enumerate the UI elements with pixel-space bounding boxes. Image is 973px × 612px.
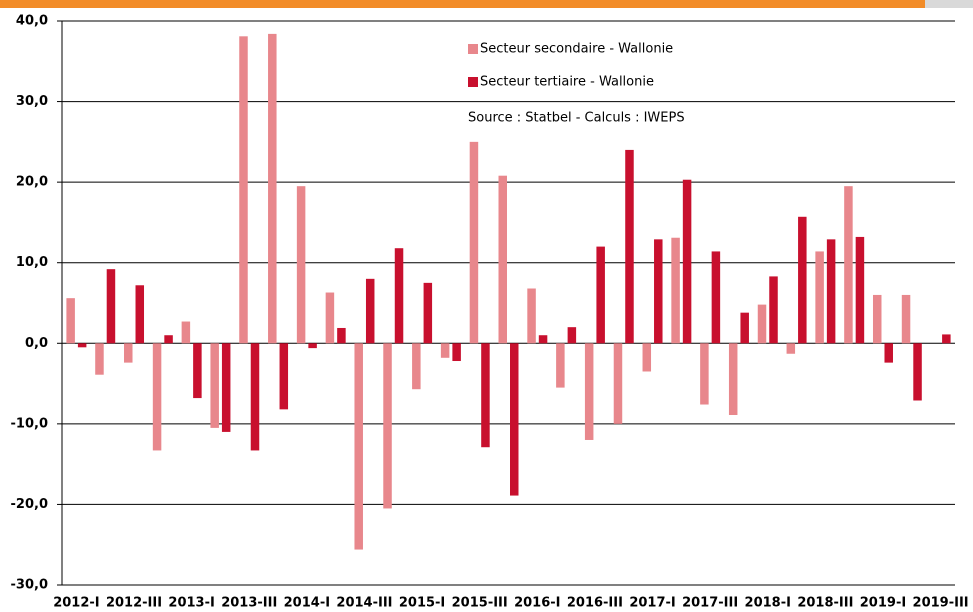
x-tick-label: 2016-I bbox=[514, 596, 560, 611]
x-tick-label: 2014-I bbox=[284, 596, 330, 611]
bar bbox=[164, 335, 173, 344]
x-tick-label: 2012-I bbox=[53, 596, 99, 611]
bar bbox=[221, 343, 231, 432]
x-tick-label: 2013-I bbox=[168, 596, 214, 611]
y-tick-label: 40,0 bbox=[16, 14, 48, 29]
annotation: Source : Statbel - Calculs : IWEPS bbox=[468, 111, 685, 126]
legend-swatch bbox=[468, 77, 478, 87]
bar bbox=[798, 216, 807, 344]
bar bbox=[844, 186, 853, 344]
bar bbox=[193, 343, 202, 399]
bar bbox=[556, 343, 565, 388]
bar bbox=[671, 237, 680, 344]
y-tick-label: -20,0 bbox=[11, 497, 48, 512]
bar bbox=[452, 343, 461, 362]
x-tick-label: 2017-III bbox=[682, 596, 738, 611]
bar bbox=[584, 343, 594, 440]
bar bbox=[682, 179, 692, 344]
bar bbox=[901, 294, 911, 344]
x-tick-label: 2019-III bbox=[913, 596, 969, 611]
bar bbox=[325, 292, 335, 344]
y-tick-label: -30,0 bbox=[11, 578, 48, 593]
bar bbox=[786, 343, 796, 354]
y-tick-label: 20,0 bbox=[16, 175, 48, 190]
bar bbox=[498, 175, 507, 344]
bar bbox=[942, 334, 951, 344]
bar bbox=[337, 327, 346, 344]
bar bbox=[423, 282, 433, 344]
legend-label: Secteur secondaire - Wallonie bbox=[480, 42, 673, 57]
bar bbox=[740, 312, 749, 344]
bar bbox=[884, 343, 893, 363]
header-band-end bbox=[925, 0, 973, 8]
x-tick-label: 2015-I bbox=[399, 596, 445, 611]
bar bbox=[210, 343, 219, 428]
bar bbox=[510, 343, 519, 496]
bar bbox=[613, 343, 623, 424]
bar bbox=[124, 343, 133, 363]
x-tick-label: 2018-I bbox=[745, 596, 791, 611]
bar bbox=[769, 276, 778, 344]
bar bbox=[250, 343, 260, 451]
bar bbox=[106, 269, 116, 344]
bar bbox=[296, 186, 306, 344]
bar bbox=[711, 251, 721, 344]
bar bbox=[383, 343, 392, 509]
bar bbox=[567, 327, 577, 344]
bar bbox=[135, 285, 145, 344]
bar bbox=[394, 248, 404, 344]
bar bbox=[354, 343, 363, 550]
x-tick-label: 2018-III bbox=[797, 596, 853, 611]
bar bbox=[268, 33, 277, 344]
x-tick-label: 2012-III bbox=[106, 596, 162, 611]
x-tick-label: 2014-III bbox=[336, 596, 392, 611]
bar bbox=[538, 335, 548, 344]
legend-swatch bbox=[468, 44, 478, 54]
y-tick-label: 0,0 bbox=[25, 336, 48, 351]
bar bbox=[826, 239, 836, 344]
x-tick-label: 2015-III bbox=[452, 596, 508, 611]
bar bbox=[700, 343, 709, 405]
bar bbox=[469, 141, 479, 344]
bar bbox=[654, 239, 663, 344]
y-tick-label: -10,0 bbox=[11, 416, 48, 431]
bar bbox=[412, 343, 421, 390]
bar bbox=[596, 246, 605, 344]
bar bbox=[95, 343, 104, 375]
bar bbox=[815, 251, 824, 344]
bar bbox=[66, 298, 75, 344]
bar bbox=[757, 304, 767, 344]
bar bbox=[279, 343, 289, 410]
bar bbox=[152, 343, 162, 451]
bar bbox=[481, 343, 490, 448]
bar bbox=[308, 343, 317, 349]
bar bbox=[527, 288, 536, 344]
bar bbox=[625, 149, 634, 344]
x-tick-label: 2019-I bbox=[860, 596, 906, 611]
bar bbox=[728, 343, 738, 415]
bar bbox=[365, 278, 375, 344]
x-tick-label: 2013-III bbox=[221, 596, 277, 611]
bar bbox=[239, 36, 248, 344]
bar bbox=[872, 294, 882, 344]
bar bbox=[440, 343, 450, 358]
bar bbox=[77, 343, 87, 348]
legend-label: Secteur tertiaire - Wallonie bbox=[480, 75, 654, 90]
x-tick-label: 2017-I bbox=[629, 596, 675, 611]
y-tick-label: 10,0 bbox=[16, 255, 48, 270]
x-tick-label: 2016-III bbox=[567, 596, 623, 611]
header-band bbox=[0, 0, 925, 8]
bar bbox=[855, 236, 865, 344]
y-tick-label: 30,0 bbox=[16, 94, 48, 109]
bar bbox=[913, 343, 922, 401]
bar bbox=[181, 321, 191, 344]
bar bbox=[642, 343, 652, 372]
